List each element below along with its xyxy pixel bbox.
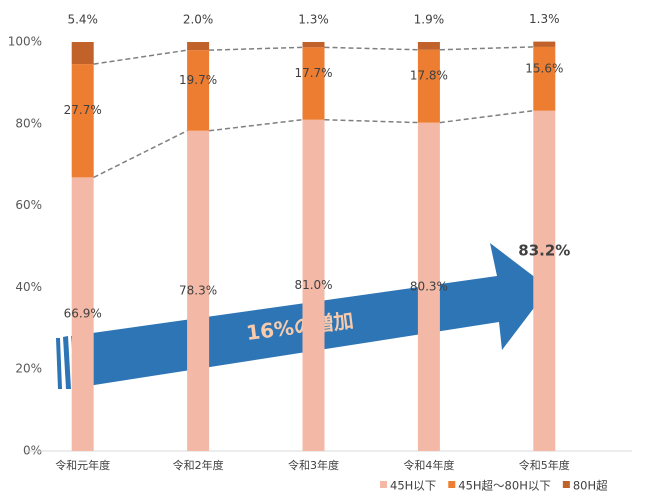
- arrow-stripe: [56, 338, 62, 389]
- bar-segment: [533, 46, 556, 111]
- bar-segment: [71, 42, 94, 65]
- bar-segment: [302, 42, 325, 48]
- legend-label: 80H超: [573, 479, 608, 493]
- bar-segment: [71, 177, 94, 451]
- bar-segment: [302, 119, 325, 452]
- data-label: 83.2%: [518, 241, 570, 259]
- x-tick-label: 令和3年度: [288, 458, 339, 472]
- connector-line: [209, 118, 303, 132]
- x-tick-label: 令和2年度: [173, 458, 224, 472]
- data-label: 78.3%: [179, 283, 217, 297]
- data-label: 66.9%: [64, 307, 102, 321]
- legend-swatch: [448, 481, 456, 488]
- data-label: 15.6%: [525, 61, 563, 75]
- legend-swatch: [562, 481, 570, 488]
- connector-line: [324, 118, 418, 124]
- connector-line: [209, 46, 303, 51]
- bar-segment: [417, 122, 440, 451]
- data-label: 1.3%: [529, 12, 560, 26]
- connector-line: [439, 109, 534, 124]
- data-label: 5.4%: [67, 13, 98, 27]
- bar-segment: [533, 41, 556, 47]
- y-tick-label: 60%: [15, 198, 42, 212]
- data-label: 17.7%: [294, 66, 332, 80]
- legend-swatch: [380, 481, 387, 488]
- connector-line: [93, 130, 188, 179]
- bar-segment: [417, 42, 440, 50]
- bar-segment: [302, 47, 325, 120]
- bar-segment: [187, 42, 210, 51]
- y-tick-label: 80%: [15, 116, 42, 130]
- bar-segment: [533, 110, 556, 451]
- arrow-stripe: [63, 336, 71, 389]
- data-label: 2.0%: [183, 13, 214, 27]
- legend-label: 45H以下: [390, 479, 436, 493]
- data-label: 1.9%: [414, 13, 445, 27]
- x-tick-label: 令和5年度: [519, 458, 570, 472]
- bar-segment: [71, 64, 94, 178]
- data-label: 19.7%: [179, 73, 217, 87]
- data-label: 80.3%: [410, 279, 448, 293]
- data-label: 81.0%: [294, 278, 332, 292]
- x-tick-label: 令和元年度: [55, 458, 110, 472]
- y-tick-label: 100%: [8, 35, 42, 49]
- legend-label: 45H超～80H以下: [458, 479, 551, 493]
- bar-segment: [187, 50, 210, 131]
- connector-line: [324, 46, 418, 51]
- y-tick-label: 20%: [15, 362, 42, 376]
- bar-segment: [417, 49, 440, 123]
- x-tick-label: 令和4年度: [403, 458, 454, 472]
- data-label: 27.7%: [64, 103, 102, 117]
- bar-segment: [187, 130, 210, 452]
- connector-line: [439, 46, 534, 51]
- connector-line: [93, 49, 188, 65]
- data-label: 17.8%: [410, 69, 448, 83]
- data-label: 1.3%: [298, 13, 329, 27]
- y-tick-label: 40%: [15, 280, 42, 294]
